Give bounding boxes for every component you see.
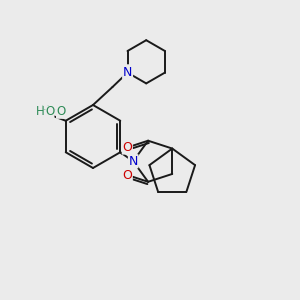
- Text: O: O: [122, 169, 132, 182]
- Text: H: H: [41, 104, 50, 117]
- Text: H: H: [36, 105, 45, 118]
- Text: N: N: [123, 66, 132, 79]
- Text: N: N: [123, 65, 133, 78]
- Text: O: O: [57, 105, 66, 118]
- Text: N: N: [128, 155, 138, 168]
- Text: O: O: [45, 105, 54, 118]
- Text: O: O: [122, 141, 132, 154]
- Text: ·: ·: [55, 106, 57, 115]
